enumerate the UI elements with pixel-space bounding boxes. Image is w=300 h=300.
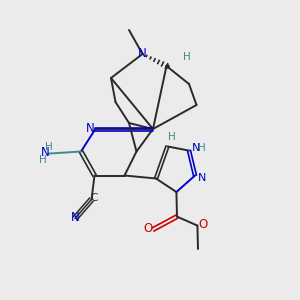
- Text: N: N: [197, 173, 206, 183]
- Text: H: H: [39, 154, 47, 165]
- Text: O: O: [143, 222, 152, 236]
- Text: H: H: [168, 132, 176, 142]
- Text: O: O: [198, 218, 207, 231]
- Text: N: N: [86, 122, 95, 135]
- Text: H: H: [183, 52, 191, 62]
- Text: N: N: [138, 47, 147, 60]
- Text: N: N: [192, 142, 200, 153]
- Text: N: N: [71, 211, 80, 224]
- Text: H: H: [45, 142, 52, 152]
- Text: H: H: [198, 142, 206, 153]
- Text: N: N: [40, 146, 50, 160]
- Text: C: C: [90, 193, 98, 203]
